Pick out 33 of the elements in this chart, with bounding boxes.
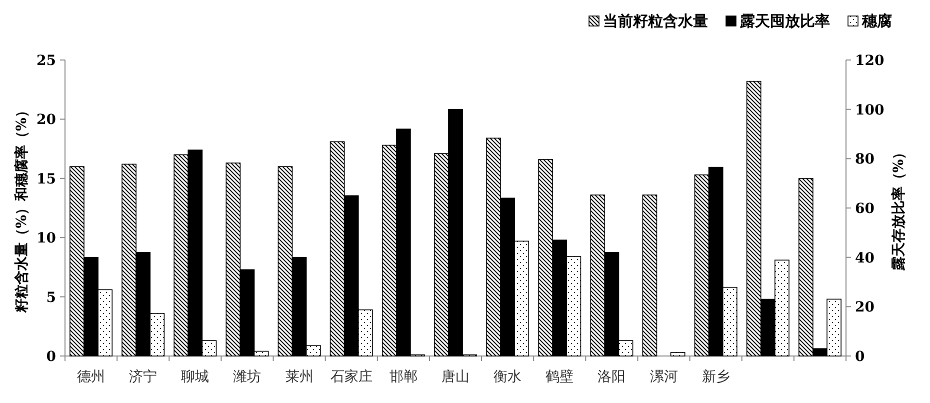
- y-tick-label: 0: [46, 349, 56, 365]
- y2-tick-label: 40: [855, 250, 875, 266]
- y-tick-label: 20: [36, 112, 56, 128]
- x-tick-label: 新乡: [702, 369, 730, 385]
- x-tick-label: 漯河: [650, 369, 678, 385]
- y-tick-label: 15: [36, 171, 56, 188]
- y-tick-label: 5: [46, 290, 56, 306]
- x-tick-label: 鹤壁: [546, 369, 574, 385]
- y-tick-label: 10: [36, 230, 56, 247]
- x-tick-label: 莱州: [285, 369, 314, 385]
- legend-label: 露天囤放比率: [739, 12, 830, 30]
- bar: [642, 194, 658, 356]
- x-tick-label: 聊城: [181, 369, 210, 385]
- y-axis-title: 籽粒含水量（%）和穗腐率（%）: [13, 104, 30, 314]
- x-tick-label: 石家庄: [330, 369, 372, 385]
- x-tick-label: 唐山: [442, 369, 470, 385]
- x-tick-label: 洛阳: [598, 369, 626, 385]
- y2-tick-label: 120: [855, 53, 884, 69]
- y2-tick-label: 100: [855, 102, 884, 118]
- legend-label: 穗腐: [861, 12, 892, 30]
- y2-tick-label: 20: [855, 300, 875, 316]
- y2-tick-label: 80: [855, 152, 875, 168]
- y2-axis-title: 露天存放比率（%）: [890, 145, 907, 272]
- x-tick-label: 德州: [77, 369, 106, 385]
- y2-tick-label: 60: [855, 201, 875, 217]
- y-tick-label: 25: [36, 53, 56, 69]
- legend-label: 当前籽粒含水量: [603, 12, 708, 30]
- x-tick-label: 邯郸: [389, 369, 418, 385]
- x-tick-label: 济宁: [129, 369, 158, 385]
- x-tick-label: 衡水: [494, 369, 522, 385]
- x-tick-label: 潍坊: [233, 369, 262, 385]
- bar: [670, 352, 686, 356]
- y2-tick-label: 0: [855, 349, 865, 365]
